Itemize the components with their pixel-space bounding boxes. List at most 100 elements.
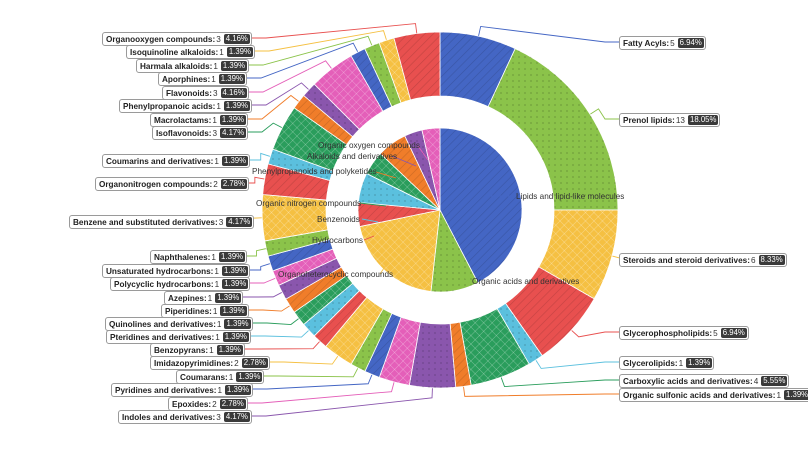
label-percent: 4.17% — [223, 412, 250, 422]
inner-leader-line — [361, 218, 379, 223]
label-count: 2 — [234, 358, 239, 368]
outer-leader-line — [588, 108, 619, 120]
outer-label-isoquinoline-alkaloids: Isoquinoline alkaloids: 1 1.39% — [126, 45, 255, 59]
label-name: Epoxides: — [172, 399, 212, 409]
label-count: 1 — [228, 372, 234, 382]
outer-leader-line — [250, 152, 273, 161]
label-percent: 4.17% — [226, 217, 253, 227]
outer-label-naphthalenes: Naphthalenes: 1 1.39% — [150, 250, 248, 264]
outer-label-carboxylic-acids-and-derivatives: Carboxylic acids and derivatives: 4 5.55% — [619, 374, 790, 388]
inner-leader-line — [359, 202, 387, 207]
label-count: 1 — [211, 252, 216, 262]
inner-label-benzenoids: Benzenoids — [317, 215, 360, 224]
outer-leader-line — [255, 30, 388, 52]
label-name: Imidazopyrimidines: — [154, 358, 234, 368]
label-name: Unsaturated hydrocarbons: — [106, 266, 214, 276]
outer-label-aporphines: Aporphines: 1 1.39% — [158, 72, 247, 86]
label-percent: 1.39% — [218, 74, 245, 84]
label-percent: 1.39% — [220, 61, 248, 71]
label-percent: 1.39% — [223, 101, 251, 111]
label-name: Pyridines and derivatives: — [115, 385, 217, 395]
label-count: 1 — [211, 74, 216, 84]
label-count: 1 — [212, 115, 217, 125]
outer-label-quinolines-and-derivatives: Quinolines and derivatives: 1 1.39% — [105, 317, 253, 331]
inner-label-phenylpropanoids-and-polyketides: Phenylpropanoids and polyketides — [252, 167, 377, 176]
outer-label-azepines: Azepines: 1 1.39% — [164, 291, 244, 305]
outer-leader-line — [249, 35, 374, 66]
label-percent: 2.78% — [241, 358, 268, 368]
label-percent: 18.05% — [687, 115, 719, 125]
outer-leader-line — [245, 339, 322, 350]
label-name: Glycerolipids: — [623, 358, 678, 368]
label-count: 13 — [675, 115, 685, 125]
outer-leader-line — [250, 262, 273, 271]
outer-label-polycyclic-hydrocarbons: Polycyclic hydrocarbons: 1 1.39% — [110, 277, 251, 291]
label-name: Macrolactams: — [154, 115, 212, 125]
outer-label-glycerophospholipids: Glycerophospholipids: 5 6.94% — [619, 326, 749, 340]
label-count: 1 — [215, 332, 220, 342]
label-name: Pteridines and derivatives: — [110, 332, 215, 342]
inner-label-alkaloids-and-derivatives: Alkaloids and derivatives — [307, 152, 397, 161]
label-name: Coumarins and derivatives: — [106, 156, 214, 166]
outer-label-glycerolipids: Glycerolipids: 1 1.39% — [619, 356, 715, 370]
label-name: Isoflavonoids: — [156, 128, 212, 138]
label-percent: 1.39% — [222, 332, 249, 342]
inner-leader-line — [391, 155, 417, 167]
outer-label-fatty-acyls: Fatty Acyls: 5 6.94% — [619, 36, 706, 50]
outer-label-flavonoids: Flavonoids: 3 4.16% — [162, 86, 249, 100]
outer-leader-line — [247, 247, 269, 257]
label-name: Benzopyrans: — [154, 345, 209, 355]
label-name: Coumarans: — [180, 372, 228, 382]
label-count: 1 — [209, 345, 214, 355]
outer-leader-line — [249, 304, 292, 312]
outer-label-indoles-and-derivatives: Indoles and derivatives: 3 4.17% — [118, 410, 252, 424]
outer-leader-line — [264, 365, 360, 378]
label-percent: 1.39% — [686, 358, 713, 368]
label-count: 1 — [216, 319, 222, 329]
outer-label-organic-sulfonic-acids-and-derivatives: Organic sulfonic acids and derivatives: 1… — [619, 388, 808, 402]
outer-label-pyridines-and-derivatives: Pyridines and derivatives: 1 1.39% — [111, 383, 254, 397]
label-percent: 6.94% — [677, 38, 704, 48]
inner-label-organoheterocyclic-compounds: Organoheterocyclic compounds — [278, 270, 393, 279]
label-percent: 1.39% — [219, 115, 247, 125]
inner-leader-line — [375, 171, 397, 179]
label-count: 1 — [216, 101, 221, 111]
outer-leader-line — [270, 353, 340, 365]
label-percent: 1.39% — [220, 306, 247, 316]
outer-label-macrolactams: Macrolactams: 1 1.39% — [150, 113, 249, 127]
outer-leader-line — [250, 276, 278, 284]
inner-leader-line — [459, 274, 471, 282]
outer-leader-line — [253, 316, 301, 325]
label-count: 1 — [214, 279, 220, 289]
label-name: Fatty Acyls: — [623, 38, 670, 48]
label-percent: 1.39% — [224, 319, 251, 329]
label-count: 6 — [750, 255, 756, 265]
label-name: Prenol lipids: — [623, 115, 675, 125]
inner-label-organic-nitrogen-compounds: Organic nitrogen compounds — [256, 199, 361, 208]
label-count: 1 — [214, 156, 219, 166]
label-name: Piperidines: — [165, 306, 212, 316]
outer-leader-line — [247, 42, 360, 79]
outer-label-benzopyrans: Benzopyrans: 1 1.39% — [150, 343, 245, 357]
label-name: Harmala alkaloids: — [140, 61, 213, 71]
label-percent: 1.39% — [221, 156, 249, 166]
label-name: Organonitrogen compounds: — [99, 179, 213, 189]
label-count: 1 — [213, 61, 218, 71]
label-percent: 1.39% — [221, 266, 249, 276]
outer-label-piperidines: Piperidines: 1 1.39% — [161, 304, 249, 318]
label-name: Organic sulfonic acids and derivatives: — [623, 390, 776, 400]
label-percent: 1.39% — [215, 293, 242, 303]
outer-leader-line — [249, 176, 267, 184]
label-count: 2 — [212, 399, 217, 409]
inner-label-organic-acids-and-derivatives: Organic acids and derivatives — [472, 277, 579, 286]
label-percent: 8.33% — [758, 255, 785, 265]
label-percent: 1.39% — [236, 372, 263, 382]
label-percent: 5.55% — [761, 376, 788, 386]
outer-leader-line — [248, 379, 396, 404]
outer-leader-line — [252, 23, 418, 39]
outer-leader-line — [499, 375, 619, 388]
outer-leader-line — [251, 328, 311, 338]
outer-leader-line — [253, 372, 374, 390]
outer-label-phenylpropanoic-acids: Phenylpropanoic acids: 1 1.39% — [119, 99, 253, 113]
outer-leader-line — [462, 384, 619, 397]
